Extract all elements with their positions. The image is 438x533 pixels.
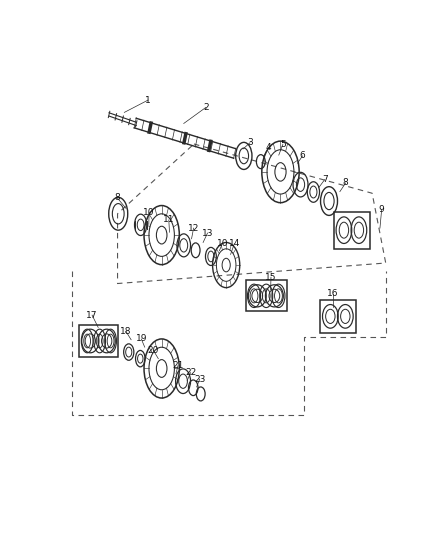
Bar [320,300,356,333]
Text: 20: 20 [148,345,159,354]
Text: 22: 22 [185,368,196,377]
Text: 7: 7 [322,175,328,184]
Text: 8: 8 [114,193,120,202]
Text: 10: 10 [143,208,155,217]
Text: 5: 5 [280,140,286,149]
Text: 4: 4 [266,143,272,152]
Text: 23: 23 [194,375,205,384]
Text: 13: 13 [202,229,213,238]
Text: 11: 11 [163,215,175,224]
Text: 6: 6 [300,151,305,160]
Text: 1: 1 [145,95,151,104]
Text: 15: 15 [265,273,277,282]
Bar [246,280,286,311]
Text: 12: 12 [188,224,199,232]
Bar [334,212,370,248]
Text: 21: 21 [172,361,184,370]
Text: 8: 8 [343,179,349,188]
Bar [79,325,118,358]
Text: 10: 10 [217,239,228,248]
Text: 17: 17 [86,311,98,320]
Text: 2: 2 [203,103,208,112]
Text: 3: 3 [247,138,253,147]
Text: 19: 19 [135,334,147,343]
Text: 9: 9 [379,205,385,214]
Text: 16: 16 [327,289,339,298]
Text: 14: 14 [229,239,240,248]
Text: 18: 18 [120,327,132,336]
